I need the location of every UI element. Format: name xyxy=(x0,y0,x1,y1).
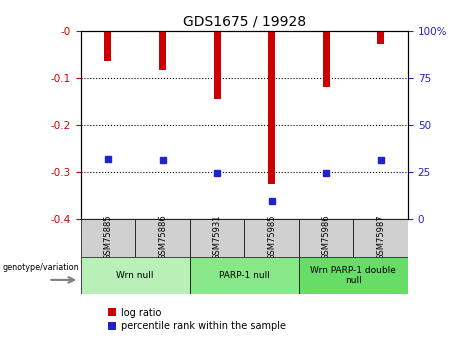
Legend: log ratio, percentile rank within the sample: log ratio, percentile rank within the sa… xyxy=(105,304,290,335)
Bar xyxy=(299,219,354,257)
Bar xyxy=(159,31,166,70)
Text: GSM75885: GSM75885 xyxy=(103,215,112,260)
Text: GSM75985: GSM75985 xyxy=(267,215,276,260)
Bar xyxy=(104,31,112,61)
Text: Wrn PARP-1 double
null: Wrn PARP-1 double null xyxy=(311,266,396,285)
Bar xyxy=(323,31,330,87)
Text: GSM75986: GSM75986 xyxy=(322,215,331,260)
Bar xyxy=(244,219,299,257)
Bar xyxy=(190,219,244,257)
Bar xyxy=(354,219,408,257)
Bar xyxy=(268,31,275,184)
Text: GSM75886: GSM75886 xyxy=(158,214,167,260)
Text: Wrn null: Wrn null xyxy=(117,271,154,280)
Text: GSM75931: GSM75931 xyxy=(213,215,222,260)
Title: GDS1675 / 19928: GDS1675 / 19928 xyxy=(183,14,306,29)
Bar xyxy=(190,257,299,294)
Text: PARP-1 null: PARP-1 null xyxy=(219,271,270,280)
Text: genotype/variation: genotype/variation xyxy=(2,263,79,272)
Bar xyxy=(299,257,408,294)
Bar xyxy=(135,219,190,257)
Text: GSM75987: GSM75987 xyxy=(376,215,385,260)
Bar xyxy=(213,31,221,99)
Bar xyxy=(81,219,135,257)
Bar xyxy=(377,31,384,44)
Bar xyxy=(81,257,190,294)
